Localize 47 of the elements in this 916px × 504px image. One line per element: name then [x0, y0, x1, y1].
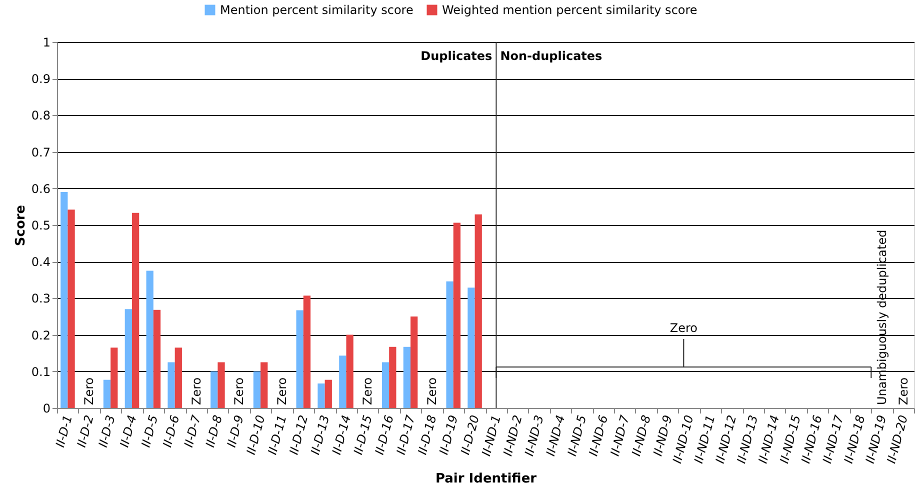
y-tick-label: 1: [42, 36, 50, 50]
x-tick-label: II-D-2: [74, 414, 96, 449]
y-tick-label: 0: [42, 402, 50, 416]
y-tick-label: 0.6: [31, 182, 50, 196]
annotation: Zero: [360, 377, 375, 405]
annotation: Zero: [670, 321, 698, 335]
annotation: Zero: [274, 377, 289, 405]
x-tick-label: II-ND-20: [884, 413, 911, 465]
x-tick-label: II-D-13: [308, 414, 332, 456]
y-tick-label: 0.2: [31, 328, 50, 342]
x-tick-label: II-D-19: [436, 414, 461, 456]
annotation: Zero: [189, 377, 204, 405]
x-tick-label: II-D-9: [224, 414, 246, 449]
legend-label: Weighted mention percent similarity score: [442, 3, 698, 17]
y-tick-label: 0.1: [31, 364, 50, 379]
y-axis-title: Score: [13, 204, 28, 246]
x-tick-label: II-D-4: [117, 414, 140, 449]
x-axis-title: Pair Identifier: [435, 472, 538, 487]
annotation: Unambiguously deduplicated: [874, 230, 889, 405]
x-tick-label: II-D-6: [160, 413, 182, 449]
x-tick-label: II-D-10: [244, 413, 268, 456]
x-tick-label: II-D-11: [265, 414, 290, 456]
legend-label: Mention percent similarity score: [220, 3, 414, 17]
x-tick-label: II-D-12: [286, 414, 311, 456]
x-tick-label: II-D-16: [372, 413, 396, 456]
x-tick-label: II-D-7: [182, 413, 204, 449]
y-tick-label: 0.7: [31, 145, 50, 160]
x-tick-label: II-D-5: [138, 414, 161, 449]
annotation: Duplicates: [420, 49, 492, 63]
x-tick-label: II-D-14: [330, 414, 354, 456]
x-tick-label: II-D-1: [53, 414, 75, 449]
annotation: Non-duplicates: [500, 49, 602, 63]
y-tick-label: 0.8: [31, 108, 50, 123]
x-tick-label: II-D-17: [394, 413, 418, 456]
y-tick-label: 0.4: [31, 255, 50, 270]
y-tick-label: 0.3: [31, 292, 50, 306]
x-tick-label: II-D-18: [415, 413, 440, 456]
annotation: Zero: [232, 377, 246, 405]
annotation: Zero: [896, 377, 910, 405]
x-tick-label: II-D-8: [202, 413, 226, 449]
y-tick-label: 0.5: [31, 218, 50, 232]
y-tick-label: 0.9: [31, 72, 50, 86]
annotation: Zero: [82, 377, 96, 405]
annotation: Zero: [424, 377, 439, 405]
x-tick-label: II-ND-2: [500, 414, 525, 458]
x-tick-label: II-D-15: [350, 414, 375, 456]
x-tick-label: II-D-3: [96, 414, 118, 449]
